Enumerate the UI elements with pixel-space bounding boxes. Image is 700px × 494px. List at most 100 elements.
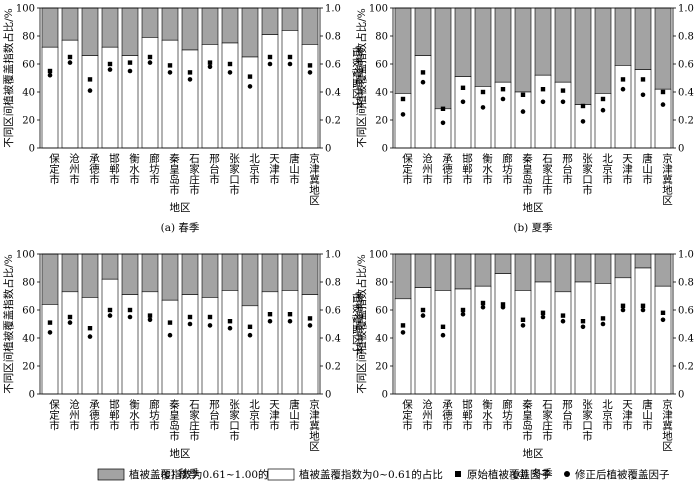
y2-tick-label: 1.0 [678, 4, 694, 15]
bar-upper-0 [41, 7, 59, 48]
marker-corrected-1 [67, 60, 73, 65]
plot-frame [39, 7, 321, 149]
tick-label-x-1: 沧州市 [68, 152, 80, 185]
y-tick-label: 20 [375, 116, 388, 127]
bar-upper-7 [534, 253, 552, 283]
bar-upper-3 [101, 253, 119, 280]
legend-square-marker [455, 471, 461, 477]
tick-label-x-1: 沧州市 [68, 398, 80, 431]
marker-original-7 [187, 314, 193, 320]
y2-tick-label: 0.4 [325, 334, 341, 345]
chart-panel-0: 保定市 沧州市 承德市 邯郸市 衡水市 廊坊市 秦皇岛市 石家庄市 邢台市 张家口市 北京市 天津市唐… [2, 4, 364, 235]
y-tick-label: 60 [22, 60, 35, 71]
bar-lower-2 [81, 55, 99, 149]
tick-label-x-6: 秦皇岛市 [168, 398, 180, 442]
y2-tick-label: 0 [325, 390, 331, 401]
bar-upper-9 [221, 7, 239, 44]
tick-label-x-2: 承德市 [441, 399, 453, 431]
marker-corrected-12 [640, 92, 646, 98]
bar-lower-11 [261, 291, 279, 395]
tick-label-x-13: 京津冀地区 [308, 398, 320, 451]
y2-tick-label: 0 [678, 144, 684, 155]
plot-frame [392, 253, 674, 395]
bar-upper-13 [654, 253, 672, 287]
marker-corrected-12 [287, 318, 293, 324]
tick-label-x-0: 保定市 [401, 398, 413, 431]
bar-lower-12 [281, 30, 299, 149]
marker-corrected-3 [460, 99, 466, 105]
bar-upper-3 [454, 7, 472, 77]
tick-label-x-11: 天津市 [268, 399, 280, 431]
tick-label-x-8: 邢台市 [208, 153, 220, 185]
bar-upper-0 [394, 253, 412, 300]
bar-upper-6 [514, 253, 532, 291]
marker-original-4 [127, 60, 133, 65]
y-axis-title: 不同区间植被覆盖指数占比/% [355, 8, 368, 148]
y2-tick-label: 0 [325, 144, 331, 155]
marker-corrected-9 [580, 119, 586, 124]
y-tick-label: 20 [375, 362, 388, 373]
tick-label-x-12: 唐山市 [288, 398, 300, 431]
y-tick-label: 20 [22, 116, 35, 127]
marker-corrected-9 [227, 70, 233, 75]
marker-original-1 [67, 54, 73, 60]
marker-original-4 [127, 307, 133, 313]
bar-upper-3 [454, 253, 472, 290]
marker-corrected-3 [107, 313, 113, 318]
y-tick-label: 0 [382, 144, 388, 155]
bar-lower-3 [454, 288, 472, 395]
marker-original-10 [600, 316, 606, 321]
bar-lower-2 [434, 108, 452, 149]
marker-corrected-2 [87, 334, 93, 339]
marker-original-6 [167, 320, 173, 325]
marker-corrected-11 [620, 86, 626, 92]
y2-tick-label: 0.4 [325, 88, 341, 99]
y-axis-title: 不同区间植被覆盖指数占比/% [2, 254, 15, 394]
marker-original-5 [500, 87, 506, 92]
y-tick-label: 40 [375, 334, 388, 345]
marker-corrected-13 [307, 323, 313, 328]
bar-lower-2 [434, 290, 452, 395]
y-axis-title: 不同区间植被覆盖指数占比/% [355, 254, 368, 394]
marker-corrected-11 [267, 61, 273, 67]
y2-axis-title: 植被覆盖因子 [351, 293, 364, 356]
bar-lower-6 [161, 299, 179, 395]
marker-original-8 [560, 88, 566, 93]
tick-label-x-1: 沧州市 [421, 152, 433, 185]
y-tick-label: 100 [369, 250, 388, 261]
marker-original-11 [620, 77, 626, 82]
x-axis-title: 地区 [523, 201, 544, 214]
marker-original-1 [420, 307, 426, 313]
marker-original-3 [460, 307, 466, 313]
tick-label-x-1: 沧州市 [421, 398, 433, 431]
tick-label-x-2: 承德市 [88, 399, 100, 431]
tick-label-x-7: 石家庄市 [541, 399, 553, 442]
tick-label-x-6: 秦皇岛市 [168, 152, 180, 196]
tick-label-x-11: 天津市 [621, 399, 633, 431]
bar-upper-12 [281, 253, 299, 291]
marker-corrected-2 [87, 88, 93, 93]
y2-tick-label: 0.6 [678, 60, 694, 71]
marker-corrected-5 [147, 60, 153, 65]
marker-original-9 [580, 103, 586, 109]
x-axis-title: 地区 [523, 447, 544, 460]
bar-lower-13 [654, 285, 672, 395]
bar-upper-12 [634, 7, 652, 70]
bar-upper-5 [494, 253, 512, 274]
marker-corrected-10 [247, 84, 253, 89]
bar-upper-10 [241, 253, 259, 307]
bar-lower-2 [81, 297, 99, 395]
bar-upper-13 [301, 253, 319, 295]
bar-upper-7 [181, 253, 199, 295]
marker-corrected-2 [440, 332, 446, 338]
marker-original-13 [660, 89, 666, 95]
y2-tick-label: 1.0 [325, 250, 341, 261]
marker-corrected-3 [107, 67, 113, 72]
tick-label-x-7: 石家庄市 [188, 399, 200, 442]
tick-label-x-9: 张家口市 [581, 399, 593, 442]
tick-label-x-9: 张家口市 [228, 399, 240, 442]
bar-lower-13 [654, 88, 672, 149]
marker-corrected-4 [127, 314, 133, 320]
marker-corrected-10 [600, 321, 606, 327]
marker-original-6 [167, 63, 173, 68]
